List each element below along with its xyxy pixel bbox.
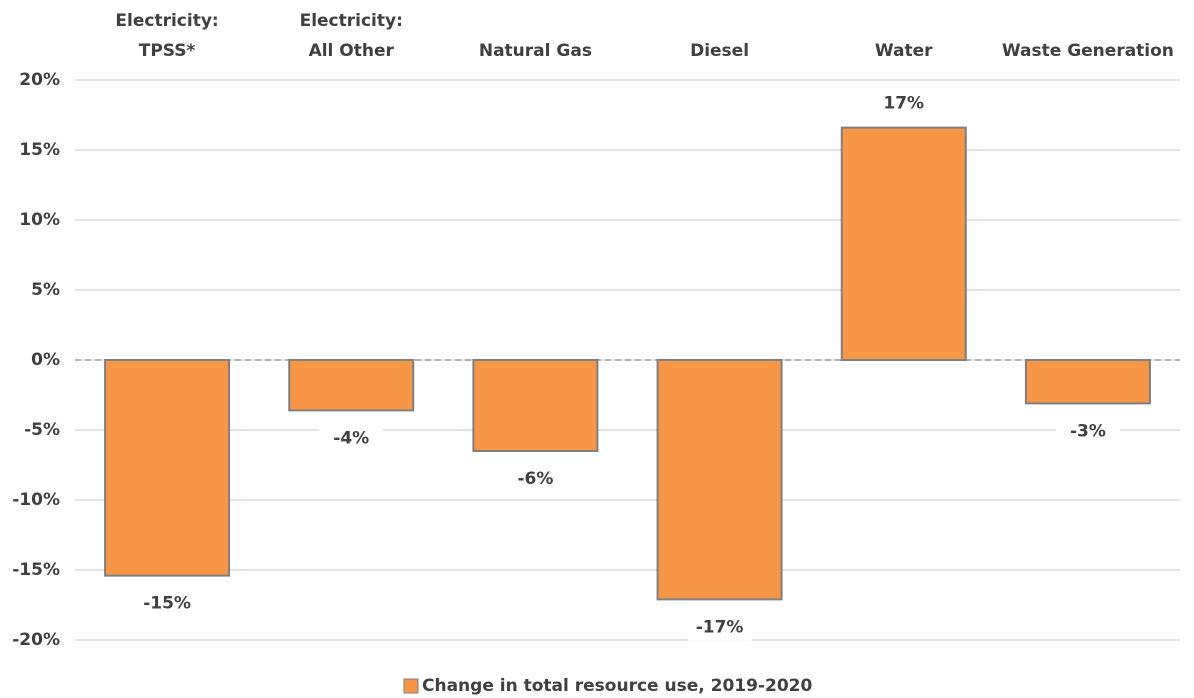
category-label: Water [874,41,933,61]
category-label: Electricity: All Other [299,11,403,61]
label-bg [319,425,384,452]
label-bg [503,466,568,492]
y-tick-label: 10% [19,210,60,230]
data-label: -15% [143,594,191,614]
y-tick-label: 5% [31,280,60,300]
bar [288,359,415,412]
legend-label: Change in total resource use, 2019-2020 [422,676,812,696]
y-tick-label: 20% [19,70,60,90]
y-tick-label: -5% [24,420,60,440]
label-bg [1055,418,1120,445]
y-tick-label: 0% [31,350,60,370]
bar [104,359,231,577]
data-label: 17% [883,94,924,114]
category-label: Waste Generation [1001,41,1174,61]
bar [1024,359,1151,405]
data-label: -6% [517,469,553,489]
bar [840,126,967,361]
y-tick-label: 15% [19,140,60,160]
bar [656,359,783,601]
y-tick-label: -15% [12,560,60,580]
data-label: -3% [1070,421,1106,441]
label-bg [135,590,200,617]
legend-swatch [403,678,419,694]
data-label: -4% [333,428,369,448]
category-label: Natural Gas [478,41,592,61]
category-label: Diesel [690,41,750,61]
category-label: Electricity: TPSS* [115,11,219,61]
label-bg [871,90,936,117]
data-label: -17% [696,617,744,637]
label-bg [687,614,752,641]
y-tick-label: -20% [12,630,60,650]
bar [472,359,599,452]
y-tick-label: -10% [12,490,60,510]
